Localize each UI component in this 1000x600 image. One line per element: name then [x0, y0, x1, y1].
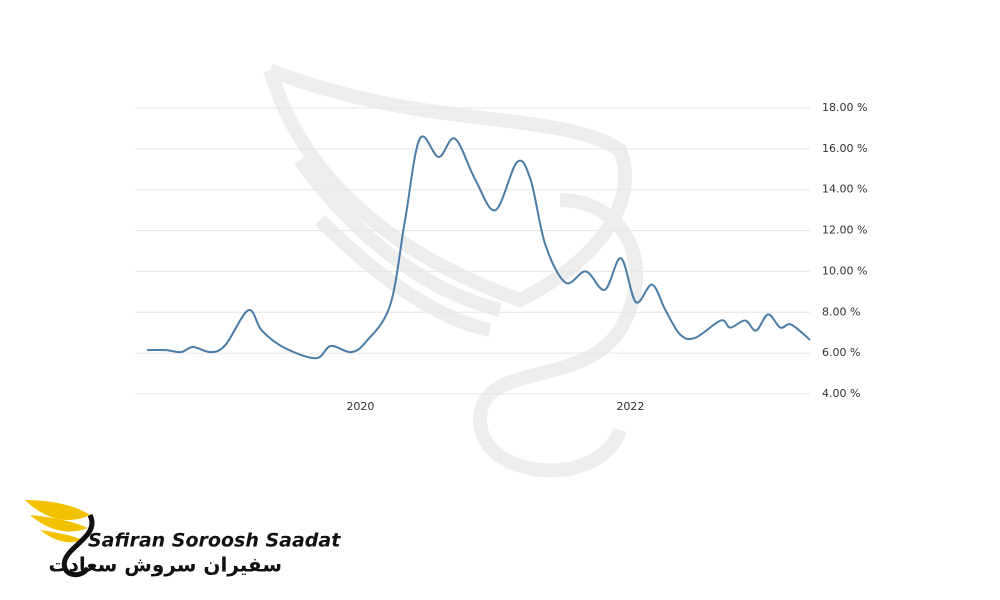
y-tick-label: 10.00 %: [822, 264, 867, 277]
x-tick-label: 2020: [346, 400, 374, 413]
y-tick-label: 8.00 %: [822, 305, 860, 318]
logo-name-fa: سفیران سروش سعادت: [49, 553, 283, 577]
y-tick-label: 6.00 %: [822, 346, 860, 359]
y-tick-label: 4.00 %: [822, 387, 860, 400]
y-tick-label: 12.00 %: [822, 224, 867, 237]
logo-mark: [25, 500, 95, 578]
y-tick-label: 16.00 %: [822, 142, 867, 155]
watermark: [263, 63, 644, 478]
y-tick-label: 14.00 %: [822, 183, 867, 196]
logo-name: Safiran Soroosh Saadat: [88, 530, 341, 552]
y-tick-label: 18.00 %: [822, 101, 867, 114]
line: [147, 135, 811, 360]
x-tick-label: 2022: [616, 400, 644, 413]
